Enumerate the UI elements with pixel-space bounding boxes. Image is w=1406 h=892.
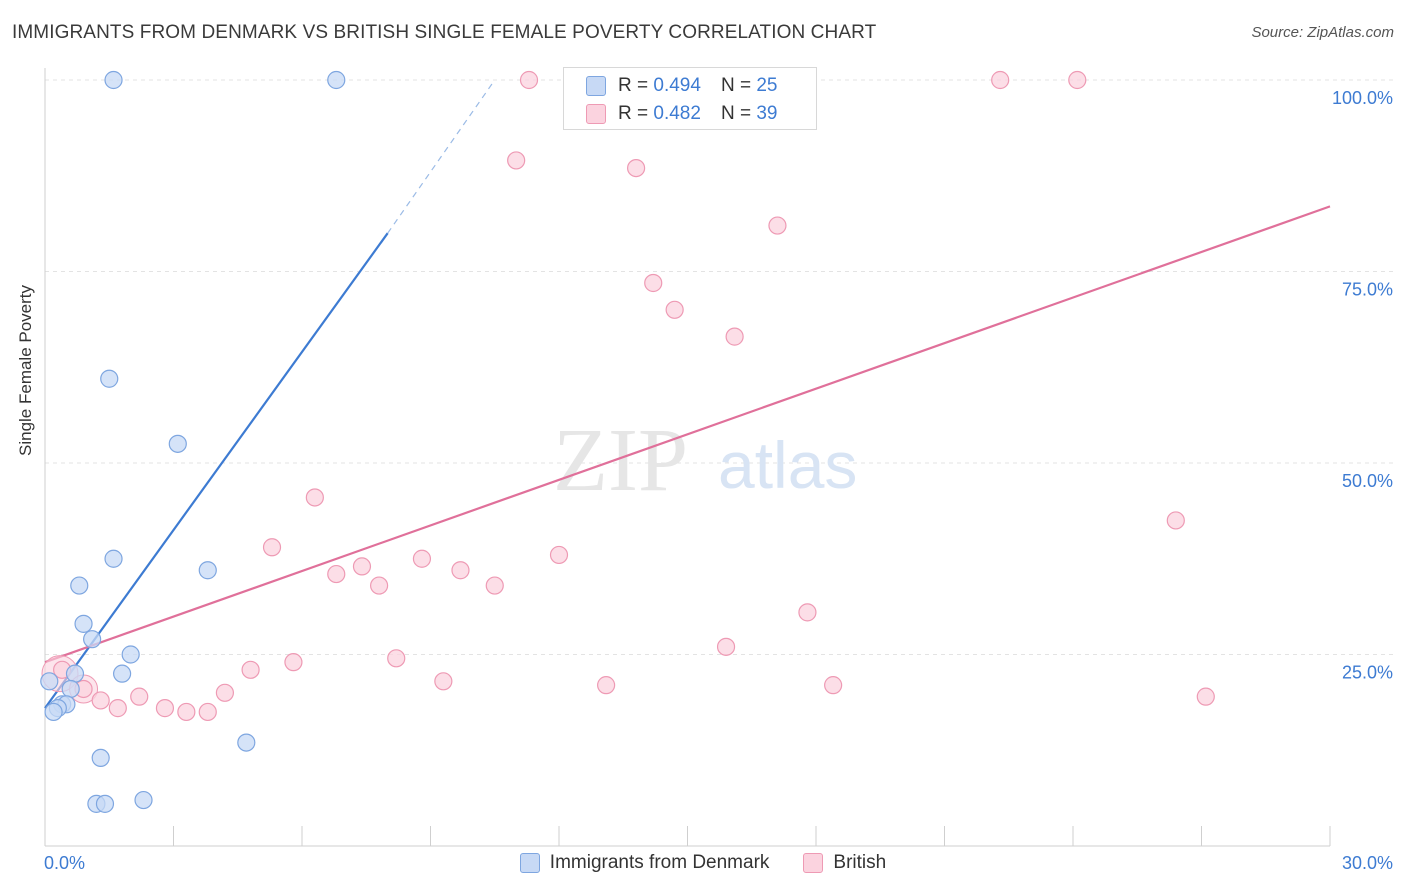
- point-denmark: [237, 733, 256, 752]
- point-british: [370, 576, 389, 595]
- point-denmark: [198, 561, 217, 580]
- point-british: [626, 158, 646, 178]
- point-british: [798, 603, 817, 622]
- trend-line-denmark: [44, 232, 389, 709]
- trend-line-denmark-extension: [387, 79, 496, 234]
- y-tick-label: 100.0%: [1332, 88, 1393, 108]
- y-tick-label: 50.0%: [1342, 471, 1393, 491]
- point-denmark: [327, 70, 346, 90]
- point-denmark: [70, 576, 89, 595]
- watermark-zip: ZIP: [553, 411, 688, 510]
- point-british: [549, 545, 569, 565]
- point-denmark: [40, 672, 59, 691]
- point-british: [198, 702, 217, 722]
- point-british: [284, 653, 303, 672]
- data-points: [40, 70, 1215, 813]
- point-british: [387, 649, 406, 668]
- point-british: [130, 687, 149, 706]
- point-denmark: [168, 434, 187, 453]
- point-denmark: [104, 549, 123, 568]
- stats-row-pink: R = 0.482 N = 39: [586, 102, 777, 126]
- point-denmark: [61, 679, 80, 699]
- point-british: [262, 538, 282, 557]
- point-denmark: [100, 369, 119, 388]
- n-value-blue: 25: [756, 75, 778, 96]
- y-tick-label: 75.0%: [1342, 280, 1393, 300]
- point-british: [768, 216, 787, 235]
- point-british: [597, 676, 616, 695]
- point-denmark: [83, 630, 102, 649]
- legend: Immigrants from Denmark British: [0, 852, 1406, 874]
- point-british: [327, 564, 346, 584]
- point-british: [352, 557, 372, 576]
- point-denmark: [134, 790, 153, 810]
- point-british: [451, 561, 470, 580]
- source-credit: Source: ZipAtlas.com: [1251, 24, 1394, 41]
- chart-title: IMMIGRANTS FROM DENMARK VS BRITISH SINGL…: [12, 22, 877, 43]
- point-british: [305, 488, 324, 507]
- point-british: [434, 672, 453, 691]
- point-denmark: [104, 70, 123, 90]
- point-british: [507, 151, 526, 170]
- point-british: [1196, 687, 1215, 706]
- y-axis-label: Single Female Poverty: [16, 284, 35, 456]
- stats-box: R = 0.494 N = 25 R = 0.482 N = 39: [563, 67, 817, 130]
- point-british: [155, 699, 175, 718]
- point-british: [665, 300, 684, 319]
- axes: [44, 68, 1331, 847]
- legend-swatch-pink: [803, 853, 824, 873]
- x-tick-label: 0.0%: [44, 853, 85, 873]
- point-british: [215, 683, 234, 702]
- point-british: [1068, 70, 1087, 90]
- n-label: N =: [720, 103, 752, 124]
- tick-labels: 25.0% 50.0% 75.0% 100.0% 0.0% 30.0%: [44, 88, 1393, 873]
- point-denmark: [65, 664, 85, 683]
- point-british: [108, 699, 127, 718]
- point-british: [519, 70, 539, 90]
- point-denmark: [121, 645, 140, 664]
- gridlines: [45, 79, 1395, 655]
- point-british: [725, 327, 744, 346]
- point-british: [991, 70, 1010, 90]
- point-denmark: [91, 748, 110, 768]
- point-denmark: [44, 702, 63, 722]
- r-label: R =: [618, 103, 649, 124]
- y-tick-label: 25.0%: [1342, 663, 1393, 683]
- n-label: N =: [720, 75, 752, 96]
- point-denmark: [95, 794, 115, 813]
- point-british: [1166, 511, 1185, 530]
- stats-row-blue: R = 0.494 N = 25: [586, 74, 777, 98]
- n-value-pink: 39: [756, 103, 778, 124]
- r-value-pink: 0.482: [653, 103, 701, 124]
- blue-swatch: [586, 76, 606, 96]
- legend-swatch-blue: [519, 853, 540, 873]
- legend-label-british: British: [833, 852, 887, 873]
- point-british: [412, 549, 432, 568]
- x-tick-label: 30.0%: [1342, 853, 1393, 873]
- point-british: [644, 273, 663, 293]
- legend-item-british[interactable]: British: [803, 852, 886, 874]
- point-british: [824, 676, 843, 695]
- point-british: [241, 660, 260, 679]
- point-british: [177, 702, 196, 722]
- point-denmark: [74, 614, 93, 633]
- legend-label-denmark: Immigrants from Denmark: [549, 852, 770, 873]
- watermark-atlas: atlas: [718, 428, 857, 502]
- r-label: R =: [618, 75, 649, 96]
- point-british: [485, 576, 504, 595]
- trend-line-british: [44, 205, 1331, 664]
- legend-item-denmark[interactable]: Immigrants from Denmark: [519, 852, 770, 874]
- point-british: [91, 691, 110, 710]
- trend-lines: [44, 79, 1331, 709]
- pink-swatch: [586, 104, 606, 124]
- r-value-blue: 0.494: [653, 75, 701, 96]
- point-british: [716, 637, 736, 656]
- watermark: ZIP atlas: [553, 411, 857, 510]
- point-denmark: [112, 664, 132, 683]
